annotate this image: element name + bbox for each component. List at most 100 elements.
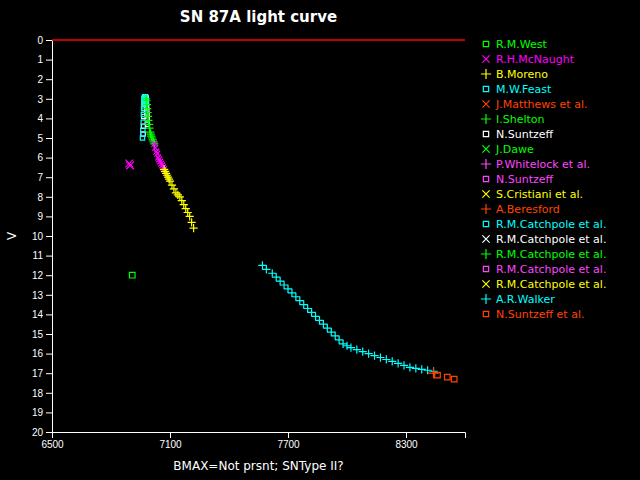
point (347, 344, 355, 352)
y-tick-mark (46, 216, 52, 217)
legend-label: A.R.Walker (496, 293, 555, 306)
y-tick-label: 17 (32, 368, 44, 379)
y-tick: 14 (32, 309, 52, 320)
legend-label: B.Moreno (496, 68, 548, 81)
x-axis-label: BMAX=Not prsnt; SNType II? (173, 459, 343, 473)
y-tick: 12 (32, 270, 52, 281)
legend-item: N.Suntzeff (483, 128, 553, 141)
x-tick-mark (406, 432, 407, 438)
legend-label: R.M.Catchpole et al. (496, 248, 606, 261)
y-tick-label: 20 (32, 427, 44, 438)
y-tick-mark (46, 334, 52, 335)
legend-label: R.M.Catchpole et al. (496, 218, 606, 231)
y-tick-mark (46, 354, 52, 355)
y-tick-label: 15 (32, 329, 44, 340)
point (172, 189, 180, 197)
point (428, 368, 439, 379)
point (174, 191, 182, 199)
point (307, 308, 315, 316)
y-tick-mark (46, 197, 52, 198)
x-tick: 8300 (395, 432, 418, 450)
y-tick: 8 (37, 192, 52, 203)
y-tick-label: 2 (37, 74, 43, 85)
legend-symbol (483, 131, 488, 136)
y-tick: 19 (32, 407, 52, 418)
y-tick-label: 0 (37, 35, 43, 46)
x-tick: 6500 (41, 432, 64, 450)
legend-label: N.Suntzeff (496, 173, 554, 186)
point (343, 342, 351, 350)
point (184, 208, 192, 216)
series (125, 160, 133, 170)
point (189, 224, 197, 232)
y-tick-mark (46, 236, 52, 237)
legend-symbol (481, 204, 491, 214)
point (300, 300, 308, 308)
legend-symbol (483, 86, 488, 91)
y-tick-label: 11 (33, 250, 44, 261)
point (382, 355, 390, 363)
y-tick-label: 10 (32, 231, 44, 242)
point (262, 265, 270, 273)
y-tick-mark (46, 40, 52, 41)
y-tick: 9 (37, 211, 52, 222)
point (164, 173, 172, 181)
point (276, 277, 284, 285)
y-tick-label: 18 (32, 388, 44, 399)
y-tick: 10 (32, 231, 52, 242)
y-tick: 1 (37, 54, 52, 65)
y-tick: 3 (37, 94, 52, 105)
legend-label: R.M.West (496, 38, 547, 51)
reference-line (52, 39, 465, 41)
point (359, 348, 367, 356)
point (126, 162, 134, 170)
legend-item: R.M.Catchpole et al. (483, 263, 606, 276)
legend-label: A.Beresford (496, 203, 560, 216)
y-tick-label: 5 (37, 133, 43, 144)
legend-item: A.Beresford (481, 203, 560, 216)
point (406, 363, 414, 371)
point (451, 376, 457, 382)
background (0, 0, 640, 480)
series (129, 272, 135, 278)
x-tick: 7100 (159, 432, 182, 450)
point (296, 297, 304, 305)
y-tick-label: 14 (32, 309, 44, 320)
y-tick-label: 4 (37, 113, 43, 124)
y-tick: 5 (37, 133, 52, 144)
point (339, 340, 347, 348)
legend-symbol (483, 266, 488, 271)
y-tick-label: 13 (32, 290, 44, 301)
y-tick-label: 6 (37, 152, 43, 163)
legend-label: P.Whitelock et al. (496, 158, 590, 171)
point (370, 351, 378, 359)
chart: 6500710077008300012345678910111213141516… (0, 0, 640, 480)
legend-item: M.W.Feast (483, 83, 552, 96)
y-tick-label: 7 (37, 172, 43, 183)
point (178, 197, 186, 205)
legend-symbol (483, 311, 488, 316)
marks (125, 95, 457, 382)
y-tick-label: 3 (37, 94, 43, 105)
title: SN 87A light curve (180, 8, 337, 26)
y-tick: 4 (37, 113, 52, 124)
legend-symbol (483, 176, 488, 181)
point (335, 336, 343, 344)
point (140, 136, 144, 140)
y-tick-label: 9 (37, 211, 43, 222)
legend-symbol (483, 41, 488, 46)
legend-item: J.Matthews et al. (482, 98, 587, 111)
point (353, 346, 361, 354)
legend-item: S.Cristiani et al. (482, 188, 583, 201)
y-tick-label: 1 (37, 54, 43, 65)
y-tick-mark (46, 432, 52, 433)
point (153, 149, 159, 155)
series (428, 368, 439, 379)
legend-symbol (482, 190, 489, 197)
x-tick-label: 7100 (159, 439, 182, 450)
y-tick: 17 (32, 368, 52, 379)
y-tick-mark (46, 138, 52, 139)
y-tick-mark (46, 393, 52, 394)
legend-symbol (482, 145, 489, 152)
point (315, 316, 323, 324)
